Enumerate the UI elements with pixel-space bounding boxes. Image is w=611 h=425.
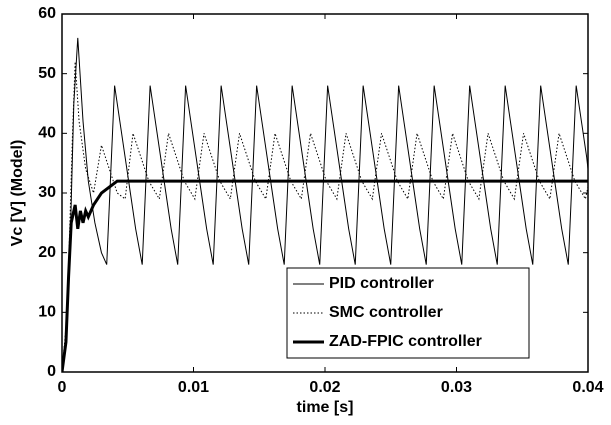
series-line bbox=[62, 37, 588, 372]
series-line bbox=[62, 61, 588, 372]
y-tick-label: 50 bbox=[38, 65, 56, 82]
legend-label: ZAD-FPIC controller bbox=[329, 333, 482, 350]
x-tick-label: 0.04 bbox=[572, 379, 603, 396]
y-tick-label: 0 bbox=[47, 363, 56, 380]
y-tick-label: 30 bbox=[38, 184, 56, 201]
legend-label: SMC controller bbox=[329, 304, 443, 321]
legend-box bbox=[286, 267, 530, 359]
plot-frame bbox=[61, 13, 589, 373]
y-tick-label: 20 bbox=[38, 244, 56, 261]
y-tick-label: 40 bbox=[38, 125, 56, 142]
x-tick-label: 0.01 bbox=[178, 379, 209, 396]
y-axis-label: Vc [V] (Model) bbox=[9, 140, 26, 247]
y-tick-label: 60 bbox=[38, 5, 56, 22]
x-tick-label: 0.03 bbox=[441, 379, 472, 396]
x-tick-label: 0 bbox=[58, 379, 67, 396]
x-tick-label: 0.02 bbox=[309, 379, 340, 396]
series-line bbox=[62, 179, 588, 372]
y-tick-label: 10 bbox=[38, 304, 56, 321]
legend-label: PID controller bbox=[329, 275, 434, 292]
x-axis-label: time [s] bbox=[297, 399, 354, 416]
